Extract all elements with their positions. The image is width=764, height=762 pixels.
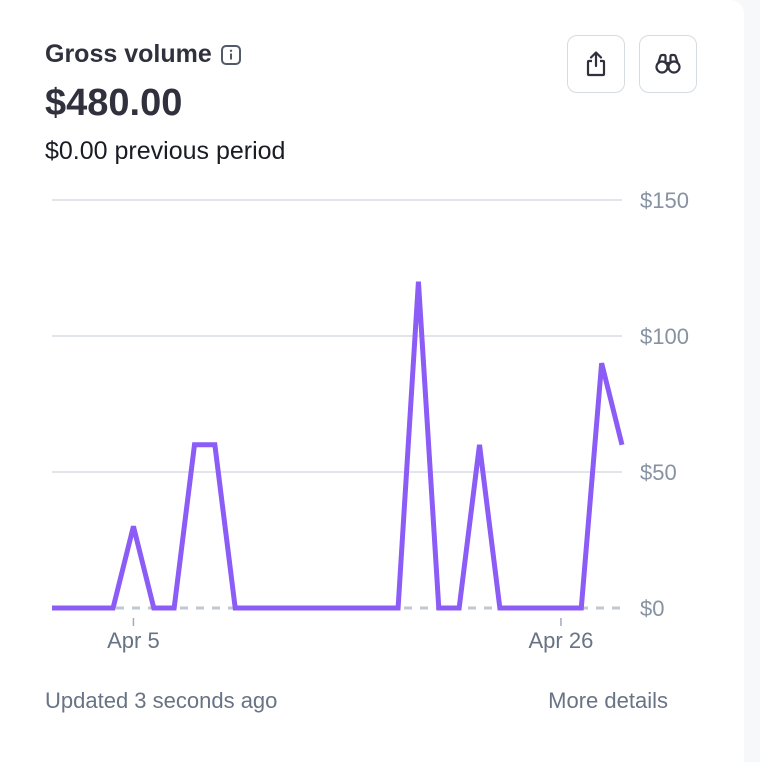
- gross-volume-amount: $480.00: [45, 82, 183, 124]
- binoculars-icon: [655, 53, 681, 74]
- explore-button[interactable]: [639, 35, 697, 93]
- export-button[interactable]: [567, 35, 625, 93]
- more-details-link[interactable]: More details: [548, 688, 668, 713]
- y-tick-label: $0: [640, 596, 664, 621]
- gross-volume-card: Gross volume $480.00 $0.00 previous peri…: [45, 35, 697, 713]
- y-tick-label: $100: [640, 324, 689, 349]
- y-tick-label: $150: [640, 188, 689, 213]
- updated-timestamp: Updated 3 seconds ago: [45, 688, 278, 713]
- previous-period-text: $0.00 previous period: [45, 137, 286, 165]
- share-export-icon: [586, 51, 606, 77]
- info-icon[interactable]: [220, 44, 242, 66]
- card-title: Gross volume: [45, 40, 212, 68]
- gross-volume-line: [52, 281, 625, 611]
- x-tick-label: Apr 5: [107, 628, 160, 653]
- gross-volume-chart: $0 $50 $100 $150 Apr 5 Apr 26: [52, 188, 689, 653]
- y-tick-label: $50: [640, 460, 677, 485]
- x-tick-label: Apr 26: [529, 628, 594, 653]
- title-row: Gross volume: [45, 40, 242, 69]
- right-edge: [760, 0, 764, 762]
